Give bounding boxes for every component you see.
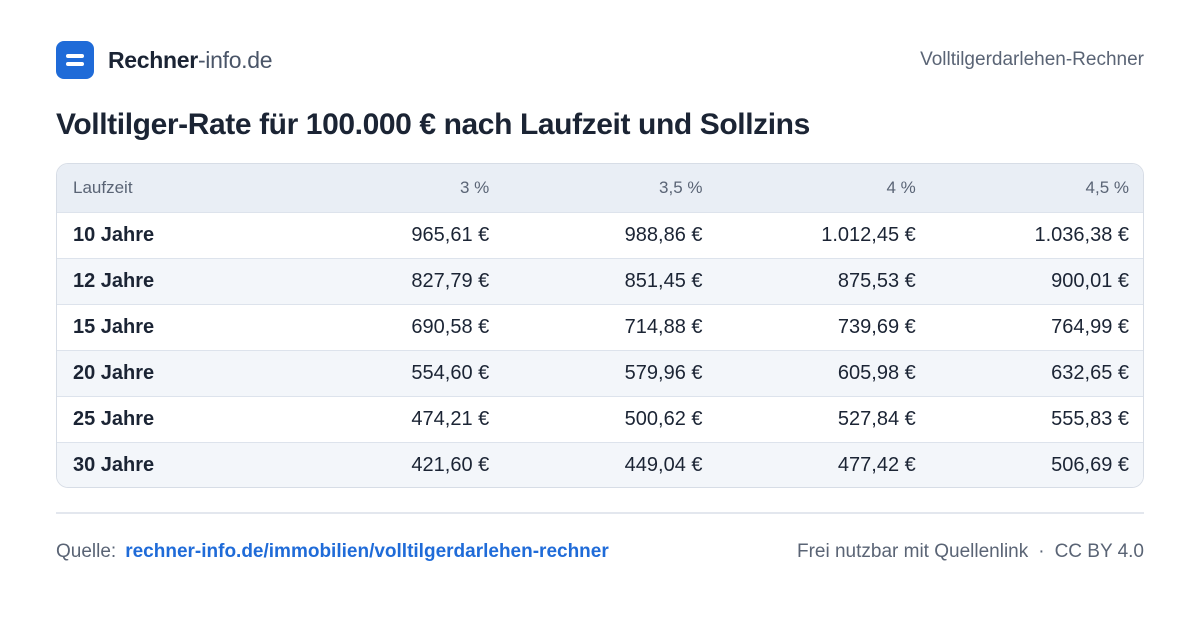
table-cell: 851,45 €: [624, 269, 703, 292]
footer: Quelle: rechner-info.de/immobilien/vollt…: [56, 538, 1144, 566]
tool-name: Volltilgerdarlehen-Rechner: [920, 49, 1144, 70]
footer-divider: [56, 512, 1144, 514]
license-label: CC BY 4.0: [1054, 541, 1144, 562]
table-cell: 965,61 €: [411, 223, 490, 246]
table-row: 15 Jahre 690,58 € 714,88 € 739,69 € 764,…: [57, 304, 1143, 350]
table-cell: 477,42 €: [837, 453, 916, 476]
source: Quelle: rechner-info.de/immobilien/vollt…: [56, 541, 609, 563]
table-cell: 827,79 €: [411, 269, 490, 292]
row-label: 25 Jahre: [73, 407, 155, 430]
source-label: Quelle:: [56, 541, 117, 562]
column-header-rate: 3,5 %: [659, 177, 703, 197]
table-cell: 555,83 €: [1051, 407, 1129, 430]
table-cell: 1.036,38 €: [1034, 223, 1129, 246]
rate-table-card: Laufzeit 3 % 3,5 % 4 % 4,5 % 10 Jahre 96…: [56, 163, 1144, 488]
usage-note: Frei nutzbar mit Quellenlink: [796, 541, 1029, 562]
table-cell: 449,04 €: [624, 453, 703, 476]
table-cell: 474,21 €: [411, 407, 490, 430]
table-cell: 605,98 €: [837, 361, 916, 384]
license-info: Frei nutzbar mit Quellenlink · CC BY 4.0: [797, 541, 1144, 563]
table-cell: 632,65 €: [1051, 361, 1129, 384]
row-label: 30 Jahre: [73, 453, 155, 476]
table-cell: 739,69 €: [837, 315, 916, 338]
table-cell: 714,88 €: [624, 315, 703, 338]
brand-name: Rechner: [108, 46, 198, 73]
table-cell: 764,99 €: [1051, 315, 1129, 338]
table-cell: 554,60 €: [411, 361, 490, 384]
column-header-rate: 4 %: [886, 177, 916, 197]
brand-domain: -info.de: [197, 46, 273, 73]
table-header-row: Laufzeit 3 % 3,5 % 4 % 4,5 %: [57, 164, 1143, 212]
table-row: 10 Jahre 965,61 € 988,86 € 1.012,45 € 1.…: [57, 212, 1143, 258]
table-row: 20 Jahre 554,60 € 579,96 € 605,98 € 632,…: [57, 350, 1143, 396]
source-link[interactable]: rechner-info.de/immobilien/volltilgerdar…: [125, 541, 609, 562]
row-label: 12 Jahre: [73, 269, 155, 292]
rate-table: Laufzeit 3 % 3,5 % 4 % 4,5 % 10 Jahre 96…: [57, 164, 1143, 487]
table-cell: 500,62 €: [624, 407, 703, 430]
row-label: 10 Jahre: [73, 223, 155, 246]
separator: ·: [1038, 541, 1045, 562]
header: Rechner -info.de Volltilgerdarlehen-Rechn…: [56, 40, 1144, 80]
table-cell: 690,58 €: [411, 315, 490, 338]
table-row: 30 Jahre 421,60 € 449,04 € 477,42 € 506,…: [57, 442, 1143, 487]
row-label: 15 Jahre: [73, 315, 155, 338]
table-cell: 506,69 €: [1051, 453, 1129, 476]
table-cell: 527,84 €: [837, 407, 916, 430]
table-cell: 900,01 €: [1051, 269, 1129, 292]
table-cell: 875,53 €: [837, 269, 916, 292]
table-row: 25 Jahre 474,21 € 500,62 € 527,84 € 555,…: [57, 396, 1143, 442]
table-cell: 421,60 €: [411, 453, 490, 476]
brand[interactable]: Rechner -info.de: [56, 41, 273, 79]
column-header-rate: 4,5 %: [1085, 177, 1129, 197]
table-row: 12 Jahre 827,79 € 851,45 € 875,53 € 900,…: [57, 258, 1143, 304]
table-cell: 579,96 €: [624, 361, 703, 384]
menu-lines-icon: [56, 41, 94, 79]
page-title: Volltilger-Rate für 100.000 € nach Laufz…: [56, 108, 810, 141]
table-cell: 1.012,45 €: [821, 223, 916, 246]
column-header-laufzeit: Laufzeit: [73, 177, 133, 197]
row-label: 20 Jahre: [73, 361, 155, 384]
table-cell: 988,86 €: [624, 223, 703, 246]
column-header-rate: 3 %: [459, 177, 490, 197]
